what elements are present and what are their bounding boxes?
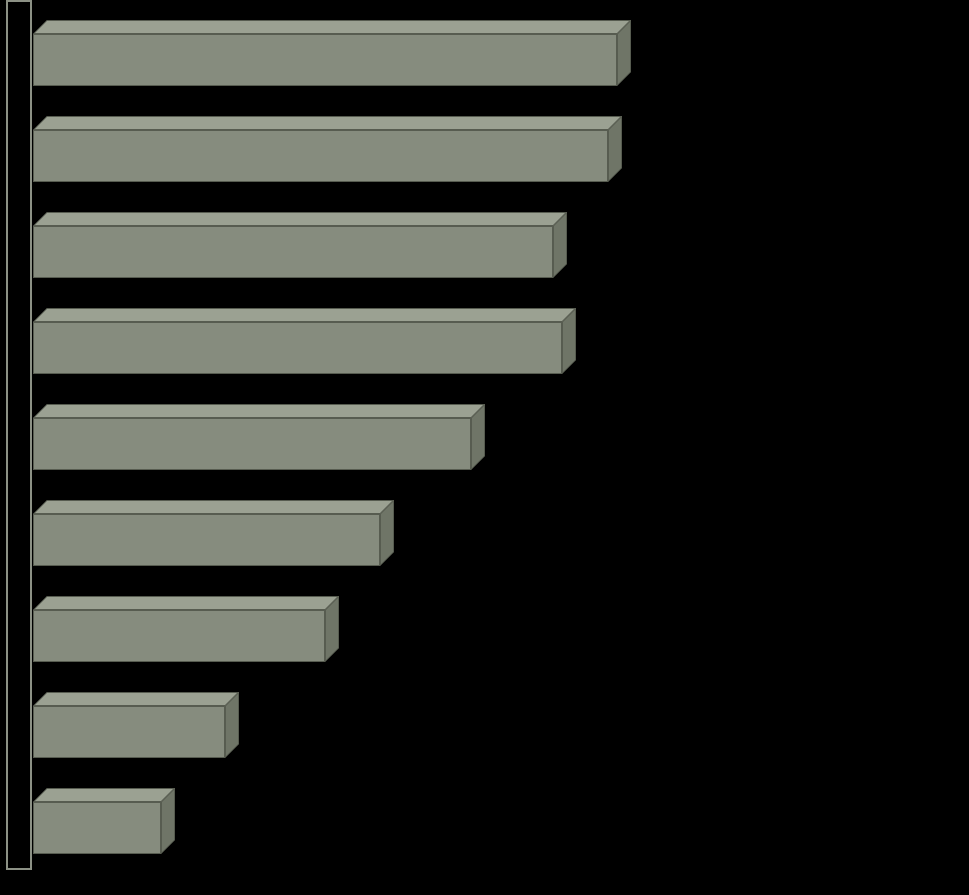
bar-top-face bbox=[33, 500, 394, 514]
bar-top-face bbox=[33, 212, 567, 226]
chart-bar bbox=[33, 802, 161, 854]
bar-top-face bbox=[33, 404, 485, 418]
bar-chart-3d bbox=[0, 0, 969, 895]
chart-bar bbox=[33, 610, 325, 662]
chart-bar bbox=[33, 706, 225, 758]
chart-bar bbox=[33, 34, 617, 86]
chart-bar bbox=[33, 322, 562, 374]
chart-bar bbox=[33, 514, 380, 566]
bar-top-face bbox=[33, 116, 622, 130]
bar-top-face bbox=[33, 20, 631, 34]
chart-backwall bbox=[6, 0, 32, 870]
bar-top-face bbox=[33, 596, 339, 610]
chart-bar bbox=[33, 418, 471, 470]
bar-front bbox=[33, 514, 380, 566]
bar-front bbox=[33, 610, 325, 662]
bar-top-face bbox=[33, 692, 239, 706]
chart-bar bbox=[33, 130, 608, 182]
bar-front bbox=[33, 418, 471, 470]
bar-front bbox=[33, 226, 553, 278]
bar-front bbox=[33, 322, 562, 374]
bar-top-face bbox=[33, 308, 576, 322]
bar-top-face bbox=[33, 788, 175, 802]
bar-front bbox=[33, 706, 225, 758]
bar-front bbox=[33, 802, 161, 854]
chart-bar bbox=[33, 226, 553, 278]
bar-front bbox=[33, 34, 617, 86]
bar-front bbox=[33, 130, 608, 182]
